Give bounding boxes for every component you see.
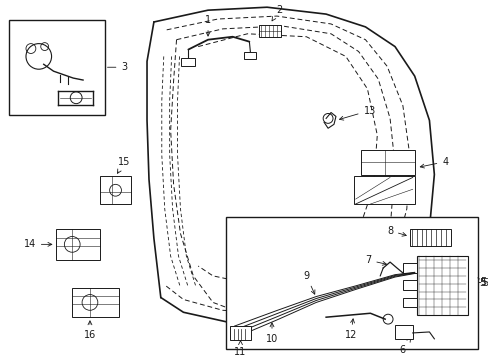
- Bar: [229, 326, 251, 340]
- Text: 5: 5: [479, 278, 485, 288]
- Bar: [225, 217, 477, 349]
- Bar: [353, 176, 414, 204]
- Text: 4: 4: [419, 157, 447, 168]
- Text: 13: 13: [339, 105, 375, 120]
- Text: 8: 8: [386, 226, 406, 236]
- Text: 12: 12: [344, 319, 356, 340]
- Text: 1: 1: [204, 15, 211, 36]
- Bar: [402, 263, 416, 273]
- Text: 3: 3: [107, 62, 127, 72]
- Text: 2: 2: [271, 5, 282, 21]
- Text: 10: 10: [265, 323, 278, 344]
- Bar: [409, 229, 450, 246]
- Text: 15: 15: [117, 157, 130, 173]
- Bar: [100, 176, 131, 204]
- Bar: [259, 25, 280, 37]
- Text: 7: 7: [365, 255, 386, 265]
- Bar: [402, 280, 416, 290]
- Bar: [394, 325, 412, 339]
- Text: 5: 5: [477, 278, 488, 288]
- Text: 16: 16: [83, 321, 96, 340]
- Bar: [181, 58, 195, 66]
- Bar: [244, 51, 256, 59]
- Bar: [9, 20, 104, 116]
- Bar: [72, 288, 119, 317]
- Text: 6: 6: [399, 338, 410, 355]
- Bar: [56, 229, 100, 260]
- Bar: [416, 256, 467, 315]
- Text: 11: 11: [234, 341, 246, 357]
- Bar: [402, 297, 416, 307]
- Text: 9: 9: [303, 271, 314, 294]
- Text: 5: 5: [480, 277, 486, 287]
- Bar: [360, 150, 414, 175]
- Text: 14: 14: [23, 239, 52, 249]
